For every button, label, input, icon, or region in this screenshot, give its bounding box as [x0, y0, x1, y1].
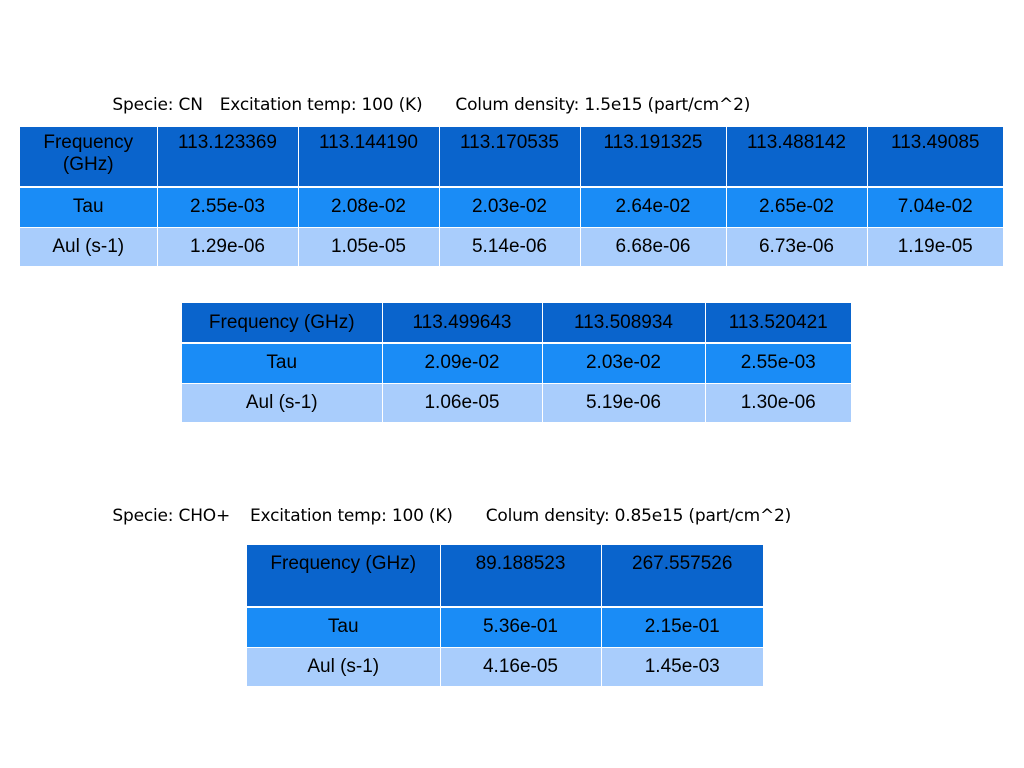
frequency-cell: 113.170535: [439, 127, 581, 188]
aul-cell: 6.68e-06: [580, 227, 727, 266]
row-label: Aul (s-1): [182, 383, 383, 422]
frequency-cell: 89.188523: [440, 545, 602, 608]
aul-cell: 1.29e-06: [157, 227, 299, 266]
cho-lines-table: Frequency (GHz) 89.188523 267.557526 Tau…: [247, 545, 763, 686]
aul-cell: 1.06e-05: [382, 383, 543, 422]
caption-cn: Specie: CN Excitation temp: 100 (K) Colum …: [102, 75, 750, 115]
row-label: Tau: [247, 607, 441, 648]
tau-cell: 2.64e-02: [580, 187, 727, 228]
frequency-cell: 113.144190: [298, 127, 440, 188]
row-label: Aul (s-1): [20, 227, 158, 266]
caption-density: Colum density: 1.5e15 (part/cm^2): [455, 95, 751, 115]
frequency-cell: 113.123369: [157, 127, 299, 188]
tau-cell: 2.55e-03: [705, 343, 851, 384]
tau-cell: 5.36e-01: [440, 607, 602, 648]
frequency-cell: 113.508934: [542, 303, 706, 344]
aul-cell: 1.19e-05: [867, 227, 1003, 266]
tau-cell: 2.08e-02: [298, 187, 440, 228]
tau-cell: 2.15e-01: [601, 607, 763, 648]
frequency-cell: 113.191325: [580, 127, 727, 188]
tau-cell: 2.03e-02: [542, 343, 706, 384]
frequency-cell: 267.557526: [601, 545, 763, 608]
frequency-cell: 113.520421: [705, 303, 851, 344]
cn-lines-table-1: Frequency (GHz) 113.123369 113.144190 11…: [20, 127, 1003, 266]
tau-cell: 2.55e-03: [157, 187, 299, 228]
row-label: Aul (s-1): [247, 647, 441, 686]
tau-cell: 2.03e-02: [439, 187, 581, 228]
tau-cell: 2.65e-02: [726, 187, 868, 228]
tau-cell: 7.04e-02: [867, 187, 1003, 228]
caption-specie: Specie: CN: [112, 95, 203, 115]
frequency-cell: 113.499643: [382, 303, 543, 344]
caption-density: Colum density: 0.85e15 (part/cm^2): [485, 506, 792, 526]
cn-lines-table-2: Frequency (GHz) 113.499643 113.508934 11…: [182, 303, 851, 422]
frequency-cell: 113.488142: [726, 127, 868, 188]
frequency-cell: 113.49085: [867, 127, 1003, 188]
caption-temp: Excitation temp: 100 (K): [219, 95, 423, 115]
caption-cho: Specie: CHO+ Excitation temp: 100 (K) Colu…: [102, 486, 791, 526]
caption-temp: Excitation temp: 100 (K): [250, 506, 453, 526]
aul-cell: 1.45e-03: [601, 647, 763, 686]
aul-cell: 1.30e-06: [705, 383, 851, 422]
aul-cell: 1.05e-05: [298, 227, 440, 266]
aul-cell: 5.19e-06: [542, 383, 706, 422]
header-cell: Frequency (GHz): [247, 545, 441, 608]
aul-cell: 6.73e-06: [726, 227, 868, 266]
aul-cell: 5.14e-06: [439, 227, 581, 266]
header-cell: Frequency (GHz): [182, 303, 383, 344]
header-cell: Frequency (GHz): [20, 127, 158, 188]
row-label: Tau: [182, 343, 383, 384]
caption-specie: Specie: CHO+: [112, 506, 231, 526]
aul-cell: 4.16e-05: [440, 647, 602, 686]
row-label: Tau: [20, 187, 158, 228]
tau-cell: 2.09e-02: [382, 343, 543, 384]
